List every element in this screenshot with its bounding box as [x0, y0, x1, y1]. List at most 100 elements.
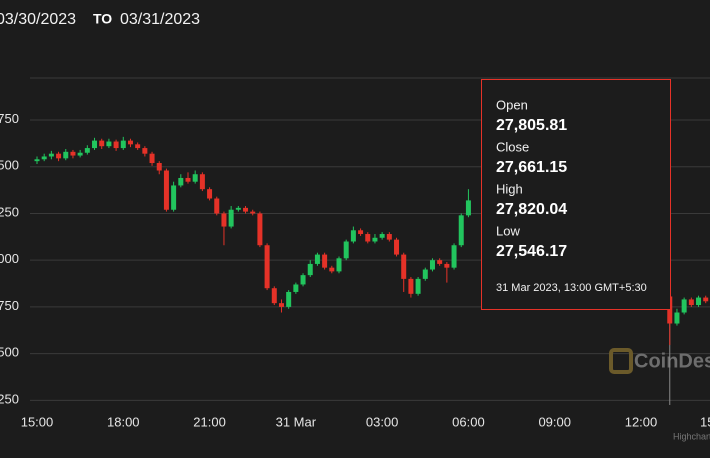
candle-body [365, 234, 371, 242]
x-tick-label: 18:00 [107, 414, 140, 429]
candle-body [63, 151, 69, 159]
candle-body [358, 230, 364, 235]
candle-body [674, 312, 680, 324]
tooltip-value: 27,661.15 [496, 159, 567, 176]
candle-body [92, 140, 98, 149]
candle-body [120, 140, 126, 149]
candle-body [444, 263, 450, 268]
tooltip-value: 27,805.81 [496, 117, 567, 134]
candle-body [681, 299, 687, 313]
candle-body [429, 260, 435, 270]
candle-body [415, 278, 421, 294]
candle-body [34, 159, 40, 162]
tooltip-date: 31 Mar 2023, 13:00 GMT+5:30 [496, 282, 647, 294]
candle-body [458, 215, 464, 246]
candle-body [113, 141, 119, 149]
candle-body [70, 151, 76, 156]
y-tick-label: 28,250 [0, 204, 19, 219]
candle-body [221, 213, 227, 227]
candle-body [422, 269, 428, 279]
watermark-group: CoinDesk [609, 348, 710, 374]
candle-body [379, 234, 385, 238]
candle-body [688, 299, 694, 306]
y-tick-label: 28,750 [0, 111, 19, 126]
candle-body [264, 245, 270, 289]
candle-body [77, 152, 83, 156]
tooltip-value: 27,546.17 [496, 243, 567, 260]
candle-body [343, 241, 349, 259]
candle-body [199, 174, 205, 190]
tooltip-label: Close [496, 139, 529, 154]
candle-body [142, 148, 148, 154]
candle-body [171, 185, 177, 210]
candle-body [48, 153, 54, 157]
watermark-icon [609, 348, 633, 374]
candle-body [99, 140, 105, 147]
candle-body [329, 267, 335, 272]
tooltip-label: Low [496, 223, 520, 238]
candle-body [386, 234, 392, 240]
candle-body [350, 230, 356, 242]
candle-body [394, 239, 400, 255]
candle-body [465, 200, 471, 216]
candle-body [286, 291, 292, 307]
x-tick-label: 03:00 [366, 414, 399, 429]
candle-body [84, 148, 90, 153]
x-tick-label: 09:00 [538, 414, 571, 429]
tooltip-label: Open [496, 97, 528, 112]
watermark: CoinDesk [634, 350, 710, 372]
candle-body [214, 198, 220, 214]
tooltip-value: 27,820.04 [496, 201, 567, 218]
candle-body [185, 177, 191, 182]
candle-body [156, 163, 162, 171]
x-tick-label: 15:00 [700, 414, 710, 429]
candle-body [293, 284, 299, 292]
credits: Highcharts.com [673, 431, 710, 441]
y-tick-label: 27,500 [0, 345, 19, 360]
candle-body [278, 303, 284, 307]
candle-body [322, 254, 328, 268]
candle-body [178, 177, 184, 186]
candle-body [307, 263, 313, 276]
y-tick-label: 28,000 [0, 251, 19, 266]
candle-body [106, 141, 112, 147]
candle-body [314, 254, 320, 264]
tooltip-label: High [496, 181, 523, 196]
tooltip-box [481, 79, 671, 310]
candle-body [163, 170, 169, 210]
candle-body [451, 245, 457, 268]
candle-body [149, 153, 155, 164]
candle-body [408, 278, 414, 294]
x-tick-label: 06:00 [452, 414, 485, 429]
date-from: 03/30/2023 [0, 11, 76, 28]
candle-body [437, 260, 443, 264]
candle-body [135, 144, 141, 149]
candle-body [372, 237, 378, 242]
y-tick-label: 28,500 [0, 158, 19, 173]
candle-body [300, 275, 306, 285]
candle-body [250, 211, 256, 214]
candle-body [703, 297, 709, 302]
candle-body [257, 213, 263, 246]
candle-body [336, 258, 342, 272]
x-tick-label: 15:00 [21, 414, 54, 429]
x-tick-label: 12:00 [625, 414, 658, 429]
date-to: 03/31/2023 [120, 11, 200, 28]
candle-body [228, 209, 234, 227]
candle-body [271, 288, 277, 304]
date-separator: TO [93, 11, 112, 27]
candle-body [207, 189, 213, 199]
y-tick-label: 27,750 [0, 298, 19, 313]
candle-body [56, 153, 62, 159]
candle-body [41, 156, 47, 160]
y-tick-label: 27,250 [0, 391, 19, 406]
candle-body [401, 254, 407, 279]
x-tick-label: 21:00 [193, 414, 226, 429]
candle-body [192, 174, 198, 182]
x-tick-label: 31 Mar [276, 414, 317, 429]
candle-body [243, 207, 249, 212]
candle-body [235, 207, 241, 210]
candle-body [696, 297, 702, 306]
